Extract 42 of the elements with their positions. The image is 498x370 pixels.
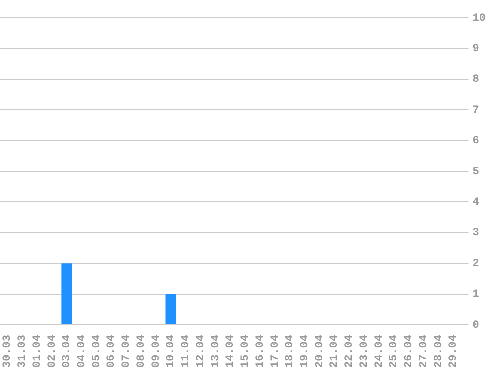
y-tick-label: 6 bbox=[472, 136, 480, 148]
x-tick-label: 25.04 bbox=[388, 334, 401, 368]
y-tick-label: 7 bbox=[472, 104, 480, 117]
y-tick-label: 10 bbox=[472, 12, 486, 25]
y-tick-label: 5 bbox=[472, 166, 480, 178]
x-tick-label: 28.04 bbox=[433, 334, 446, 368]
x-tick-label: 20.04 bbox=[314, 334, 326, 368]
x-tick-label: 05.04 bbox=[91, 334, 104, 368]
y-tick-label: 3 bbox=[472, 228, 480, 240]
x-tick-label: 16.04 bbox=[254, 334, 267, 368]
x-tick-label: 14.04 bbox=[225, 334, 238, 368]
x-tick-label: 19.04 bbox=[299, 334, 312, 368]
x-tick-label: 18.04 bbox=[284, 334, 297, 368]
x-tick-label: 27.04 bbox=[418, 334, 430, 368]
x-tick-label: 29.04 bbox=[448, 334, 460, 368]
x-tick-label: 11.04 bbox=[180, 334, 193, 368]
x-tick-label: 09.04 bbox=[150, 334, 163, 368]
x-tick-label: 03.04 bbox=[62, 334, 74, 368]
x-tick-label: 13.04 bbox=[210, 334, 222, 368]
y-tick-label: 4 bbox=[472, 196, 480, 209]
x-tick-label: 22.04 bbox=[344, 334, 356, 368]
x-tick-label: 23.04 bbox=[358, 334, 371, 368]
y-tick-label: 1 bbox=[472, 289, 480, 302]
x-tick-label: 02.04 bbox=[46, 334, 59, 368]
x-tick-label: 10.04 bbox=[166, 334, 178, 368]
x-tick-label: 01.04 bbox=[32, 334, 44, 368]
x-tick-label: 24.04 bbox=[374, 334, 386, 368]
x-tick-label: 31.03 bbox=[17, 334, 30, 368]
x-tick-label: 04.04 bbox=[76, 334, 89, 368]
y-tick-label: 9 bbox=[472, 43, 480, 56]
x-tick-label: 17.04 bbox=[270, 334, 282, 368]
x-tick-label: 15.04 bbox=[240, 334, 252, 368]
y-tick-label: 2 bbox=[472, 258, 480, 270]
x-tick-label: 26.04 bbox=[404, 334, 416, 368]
y-tick-label: 0 bbox=[472, 320, 480, 332]
x-tick-label: 07.04 bbox=[121, 334, 134, 368]
x-tick-label: 08.04 bbox=[136, 334, 148, 368]
x-tick-label: 21.04 bbox=[329, 334, 342, 368]
y-tick-label: 8 bbox=[472, 74, 480, 86]
x-tick-label: 06.04 bbox=[106, 334, 118, 368]
x-tick-label: 30.03 bbox=[2, 334, 14, 368]
x-tick-label: 12.04 bbox=[195, 334, 208, 368]
